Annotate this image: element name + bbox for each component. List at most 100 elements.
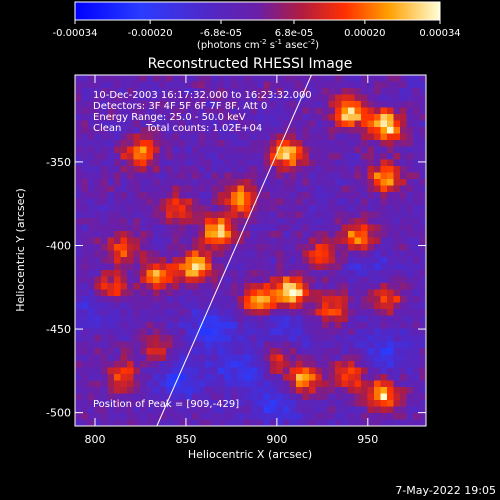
image-pixel bbox=[354, 380, 362, 388]
image-pixel bbox=[367, 296, 375, 303]
image-pixel bbox=[127, 244, 134, 251]
image-pixel bbox=[341, 75, 349, 82]
image-pixel bbox=[400, 296, 407, 303]
image-pixel bbox=[218, 387, 225, 394]
image-pixel bbox=[361, 192, 368, 199]
image-pixel bbox=[88, 166, 95, 173]
image-pixel bbox=[179, 283, 186, 290]
image-pixel bbox=[153, 380, 160, 388]
image-pixel bbox=[387, 198, 394, 206]
x-axis-ticks: 800 850 900 950 bbox=[85, 75, 378, 446]
image-pixel bbox=[341, 322, 349, 329]
image-pixel bbox=[114, 322, 121, 329]
image-pixel bbox=[75, 192, 82, 199]
image-pixel bbox=[387, 263, 394, 271]
image-pixel bbox=[374, 231, 381, 238]
image-pixel bbox=[419, 172, 426, 180]
image-pixel bbox=[224, 179, 232, 186]
image-pixel bbox=[393, 406, 401, 414]
image-pixel bbox=[413, 289, 420, 297]
image-pixel bbox=[276, 341, 284, 349]
image-pixel bbox=[179, 387, 186, 394]
image-pixel bbox=[250, 276, 258, 284]
image-pixel bbox=[179, 101, 186, 108]
image-pixel bbox=[192, 315, 199, 323]
image-pixel bbox=[335, 400, 342, 407]
image-pixel bbox=[114, 159, 121, 167]
image-pixel bbox=[393, 387, 401, 394]
image-pixel bbox=[367, 393, 375, 401]
image-pixel bbox=[400, 354, 407, 362]
image-pixel bbox=[127, 198, 134, 206]
image-pixel bbox=[289, 127, 297, 134]
image-pixel bbox=[127, 107, 134, 115]
image-pixel bbox=[348, 374, 355, 381]
image-pixel bbox=[302, 413, 310, 420]
image-pixel bbox=[153, 328, 160, 336]
image-pixel bbox=[361, 114, 368, 121]
image-pixel bbox=[276, 179, 284, 186]
image-pixel bbox=[153, 322, 160, 329]
image-pixel bbox=[328, 263, 336, 271]
image-pixel bbox=[107, 94, 115, 102]
image-pixel bbox=[354, 387, 362, 394]
image-pixel bbox=[400, 205, 407, 212]
image-pixel bbox=[205, 283, 212, 290]
image-pixel bbox=[107, 328, 115, 336]
image-pixel bbox=[380, 185, 388, 193]
image-pixel bbox=[146, 335, 154, 342]
image-pixel bbox=[159, 205, 167, 212]
image-pixel bbox=[159, 322, 167, 329]
image-pixel bbox=[159, 133, 167, 141]
image-pixel bbox=[276, 166, 284, 173]
image-pixel bbox=[276, 315, 284, 323]
image-pixel bbox=[393, 393, 401, 401]
image-pixel bbox=[367, 237, 375, 245]
image-pixel bbox=[192, 114, 199, 121]
image-pixel bbox=[263, 140, 271, 147]
image-pixel bbox=[354, 211, 362, 219]
image-pixel bbox=[114, 276, 121, 284]
image-pixel bbox=[393, 211, 401, 219]
image-pixel bbox=[120, 211, 128, 219]
image-pixel bbox=[309, 198, 316, 206]
image-pixel bbox=[140, 231, 147, 238]
image-pixel bbox=[133, 302, 141, 310]
image-pixel bbox=[315, 328, 323, 336]
image-pixel bbox=[263, 406, 271, 414]
image-pixel bbox=[374, 335, 381, 342]
image-pixel bbox=[257, 341, 264, 349]
image-pixel bbox=[146, 185, 154, 193]
image-pixel bbox=[75, 354, 82, 362]
image-pixel bbox=[237, 81, 245, 89]
image-pixel bbox=[133, 413, 141, 420]
image-pixel bbox=[367, 133, 375, 141]
image-pixel bbox=[107, 257, 115, 264]
image-pixel bbox=[354, 185, 362, 193]
image-pixel bbox=[237, 296, 245, 303]
image-pixel bbox=[179, 185, 186, 193]
image-pixel bbox=[315, 406, 323, 414]
image-pixel bbox=[367, 218, 375, 225]
image-pixel bbox=[341, 153, 349, 160]
image-pixel bbox=[101, 185, 108, 193]
image-pixel bbox=[250, 354, 258, 362]
image-pixel bbox=[263, 250, 271, 258]
image-pixel bbox=[127, 153, 134, 160]
image-pixel bbox=[192, 224, 199, 232]
image-pixel bbox=[179, 354, 186, 362]
image-pixel bbox=[276, 270, 284, 277]
image-pixel bbox=[211, 120, 219, 128]
image-pixel bbox=[127, 263, 134, 271]
image-pixel bbox=[198, 127, 206, 134]
image-pixel bbox=[328, 172, 336, 180]
image-pixel bbox=[172, 374, 180, 381]
image-pixel bbox=[88, 315, 95, 323]
image-pixel bbox=[387, 335, 394, 342]
image-pixel bbox=[322, 127, 329, 134]
image-pixel bbox=[406, 374, 414, 381]
image-pixel bbox=[400, 276, 407, 284]
image-pixel bbox=[94, 159, 102, 167]
image-pixel bbox=[374, 114, 381, 121]
image-pixel bbox=[166, 419, 173, 426]
